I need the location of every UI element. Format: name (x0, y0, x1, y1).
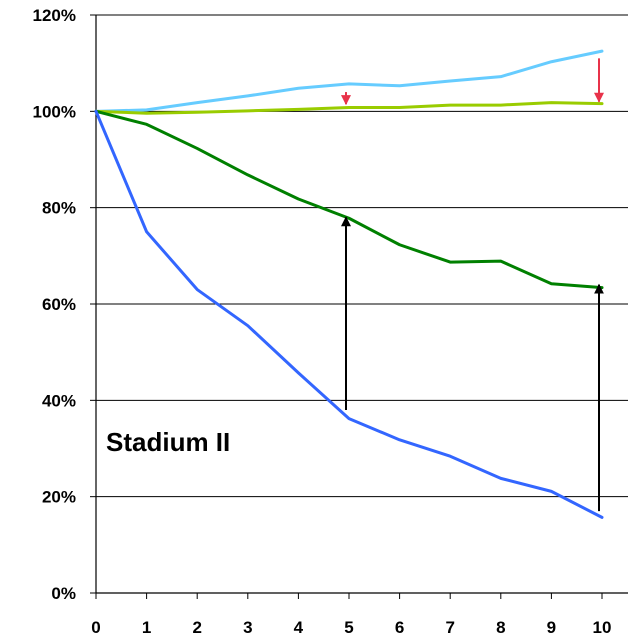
y-tick-label: 120% (33, 6, 76, 25)
tick-labels: 0% 20% 40% 60% 80% 100% 120% 0 1 2 3 4 5 6 7 8 9 10 (33, 6, 612, 637)
x-tick-label: 1 (142, 618, 151, 637)
y-tick-label: 40% (42, 391, 76, 410)
x-tick-label: 10 (593, 618, 612, 637)
series-line-2 (94, 101, 604, 115)
x-tick-label: 9 (547, 618, 556, 637)
y-tick-label: 80% (42, 199, 76, 218)
x-tick-label: 6 (395, 618, 404, 637)
x-tick-label: 2 (192, 618, 201, 637)
x-tick-label: 5 (344, 618, 353, 637)
y-tick-label: 60% (42, 295, 76, 314)
stadium-annotation: Stadium II (106, 427, 230, 457)
x-tick-label: 7 (445, 618, 454, 637)
series-line-4 (94, 109, 604, 519)
x-tick-label: 3 (243, 618, 252, 637)
annotation-arrows (341, 58, 604, 512)
x-tick-label: 4 (294, 618, 304, 637)
y-tick-label: 20% (42, 488, 76, 507)
x-tick-label: 8 (496, 618, 505, 637)
x-tick-label: 0 (91, 618, 100, 637)
y-tick-label: 0% (51, 584, 76, 603)
series-line-1 (94, 49, 604, 113)
y-tick-label: 100% (33, 102, 76, 121)
